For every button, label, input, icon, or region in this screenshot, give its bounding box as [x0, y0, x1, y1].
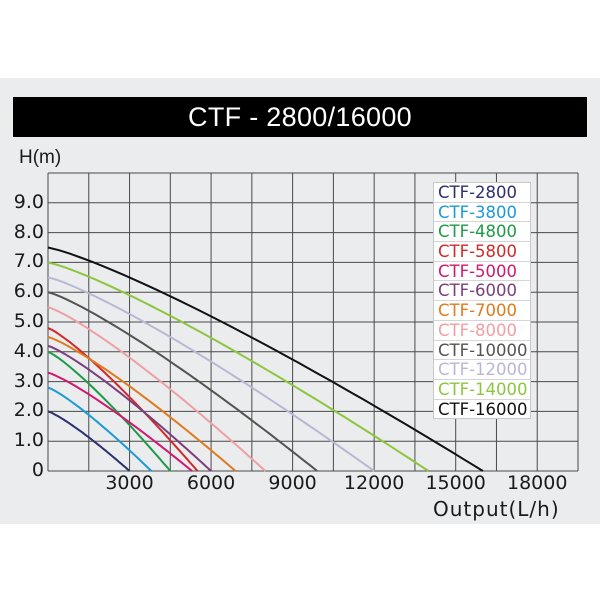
curve-ctf-12000 [47, 276, 375, 472]
chart-title: CTF - 2800/16000 [13, 97, 587, 137]
curve-ctf-6000 [47, 344, 212, 472]
curve-ctf-5000 [47, 371, 193, 472]
y-tick-label: 9.0 [13, 190, 44, 213]
x-axis-label: Output(L/h) [433, 497, 560, 521]
legend-item: CTF-10000 [434, 341, 530, 361]
y-tick-label: 2.0 [13, 399, 44, 422]
curve-ctf-8000 [47, 306, 267, 472]
legend-item: CTF-12000 [434, 360, 530, 380]
y-tick-label: 3.0 [13, 369, 44, 392]
x-tick-label: 15000 [425, 472, 486, 494]
legend-item: CTF-8000 [434, 321, 530, 341]
curve-ctf-10000 [47, 291, 318, 472]
x-tick-label: 3000 [105, 472, 154, 494]
legend-item: CTF-5000 [434, 262, 530, 282]
legend-item: CTF-6000 [434, 281, 530, 302]
legend-item: CTF-16000 [438, 399, 528, 419]
curve-ctf-14000 [47, 261, 430, 472]
x-tick-label: 9000 [268, 472, 317, 494]
curve-ctf-3800 [47, 386, 152, 472]
curve-ctf-16000 [47, 246, 484, 472]
curve-ctf-4800 [47, 350, 172, 472]
legend-item: CTF-7000 [434, 301, 530, 321]
y-tick-label: 5.0 [13, 310, 44, 332]
curve-ctf-5800 [47, 327, 199, 472]
x-tick-label: 12000 [343, 472, 405, 494]
y-tick-label: 1.0 [13, 429, 44, 452]
y-tick-label: 8.0 [13, 220, 44, 243]
legend: CTF-2800 CTF-3800 CTF-4800 CTF-5800 CTF-5000… [433, 182, 531, 420]
legend-item: CTF-14000 [434, 380, 530, 400]
y-tick-label: 0 [31, 459, 44, 481]
curve-ctf-7000 [47, 335, 237, 472]
pump-curves [47, 246, 484, 472]
y-tick-label: 6.0 [13, 280, 44, 303]
legend-item: CTF-3800 [434, 203, 530, 223]
y-tick-label: 4.0 [13, 339, 44, 362]
legend-item: CTF-4800 [434, 222, 530, 243]
legend-item: CTF-5800 [434, 242, 530, 262]
legend-item: CTF-2800 [434, 183, 530, 203]
curve-ctf-2800 [47, 410, 131, 472]
x-tick-label: 6000 [186, 472, 236, 494]
y-axis-label: H(m) [19, 147, 62, 168]
y-tick-label: 7.0 [13, 250, 44, 273]
x-tick-label: 18000 [506, 472, 568, 494]
